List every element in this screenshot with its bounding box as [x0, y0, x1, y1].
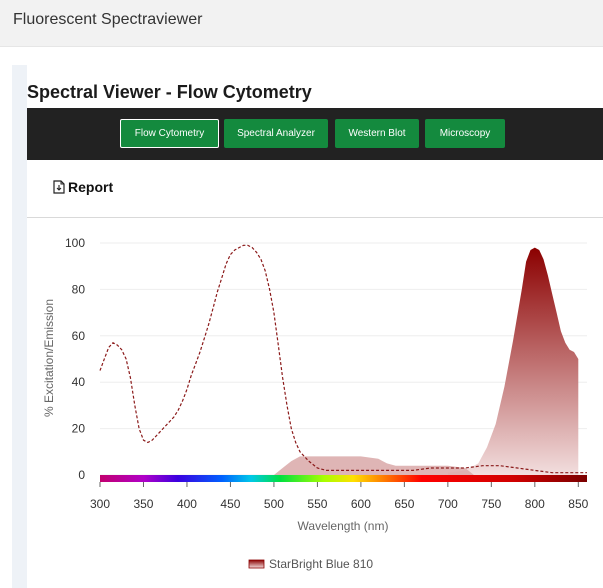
- divider: [27, 217, 603, 218]
- x-tick-label: 850: [568, 497, 588, 511]
- app-title: Fluorescent Spectraviewer: [13, 11, 203, 28]
- x-tick-label: 800: [525, 497, 545, 511]
- excitation-curve: [99, 244, 587, 474]
- x-tick-label: 600: [351, 497, 371, 511]
- app-header: Fluorescent Spectraviewer: [0, 0, 603, 47]
- x-tick-label: 300: [90, 497, 110, 511]
- emission-area: [447, 247, 579, 475]
- tab-flow-cytometry[interactable]: Flow Cytometry: [120, 119, 219, 148]
- legend[interactable]: StarBright Blue 810: [248, 557, 373, 571]
- tab-western-blot[interactable]: Western Blot: [335, 119, 419, 148]
- y-tick-label: 40: [72, 375, 86, 389]
- y-tick-label: 100: [65, 236, 85, 250]
- spectrum-color-bar: [100, 475, 587, 482]
- y-tick-label: 20: [72, 422, 86, 436]
- spectral-viewer: Spectral Viewer - Flow Cytometry Flow Cy…: [27, 65, 603, 588]
- x-tick-label: 350: [133, 497, 153, 511]
- x-tick-label: 700: [438, 497, 458, 511]
- y-tick-label: 60: [72, 329, 86, 343]
- x-tick-label: 500: [264, 497, 284, 511]
- legend-swatch: [248, 559, 265, 569]
- document-download-icon: [53, 180, 65, 194]
- x-axis-label: Wavelength (nm): [298, 519, 389, 533]
- report-button[interactable]: Report: [53, 179, 113, 195]
- tab-spectral-analyzer[interactable]: Spectral Analyzer: [224, 119, 328, 148]
- x-tick-label: 550: [307, 497, 327, 511]
- y-tick-label: 0: [78, 468, 85, 482]
- y-tick-label: 80: [72, 282, 86, 296]
- laser-filter-area: [273, 456, 474, 475]
- outer-panel: Spectral Viewer - Flow Cytometry Flow Cy…: [12, 65, 603, 588]
- x-tick-label: 750: [481, 497, 501, 511]
- tab-microscopy[interactable]: Microscopy: [425, 119, 505, 148]
- x-tick-label: 400: [177, 497, 197, 511]
- report-label: Report: [68, 179, 114, 195]
- y-axis-label: % Excitation/Emission: [42, 299, 56, 417]
- legend-label: StarBright Blue 810: [269, 557, 373, 571]
- viewer-title: Spectral Viewer - Flow Cytometry: [27, 82, 312, 102]
- x-tick-label: 450: [220, 497, 240, 511]
- x-tick-label: 650: [394, 497, 414, 511]
- application-toolbar: Flow Cytometry Spectral Analyzer Western…: [27, 108, 603, 160]
